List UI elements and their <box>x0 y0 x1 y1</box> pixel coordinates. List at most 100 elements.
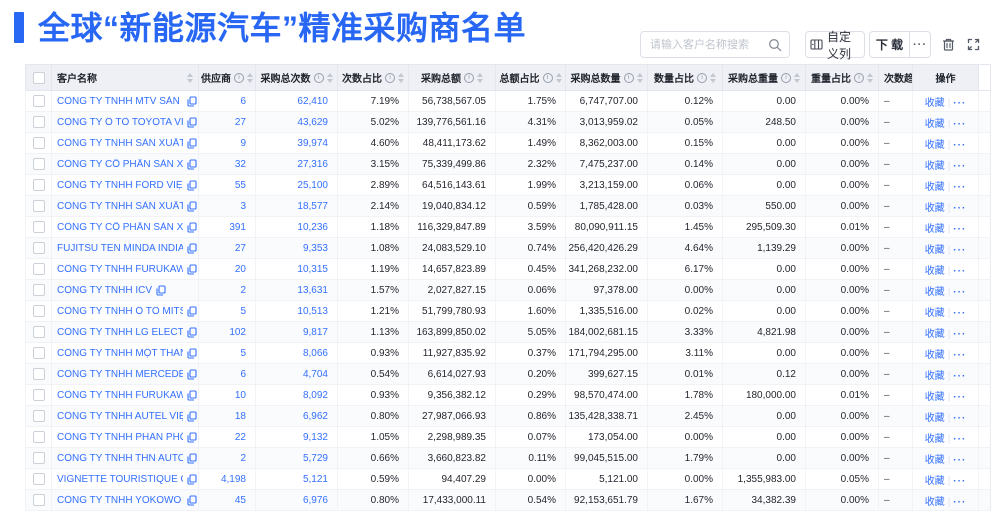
info-icon[interactable] <box>313 72 324 83</box>
customer-name-link[interactable]: CÔNG TY TNHH SẢN XUẤT VÀ ... <box>57 200 183 212</box>
info-icon[interactable] <box>385 72 395 83</box>
fullscreen-button[interactable] <box>963 34 983 54</box>
row-more-button[interactable]: ··· <box>953 202 967 214</box>
customer-name-link[interactable]: CÔNG TY TNHH Ô TÔ MITSUBI... <box>57 305 183 317</box>
copy-icon[interactable] <box>187 200 197 212</box>
copy-icon[interactable] <box>187 242 197 254</box>
copy-icon[interactable] <box>187 326 197 338</box>
customer-name-link[interactable]: FUJITSU TEN MINDA INDIA PVT... <box>57 242 183 254</box>
row-more-button[interactable]: ··· <box>953 349 967 361</box>
row-checkbox[interactable] <box>32 347 45 359</box>
info-icon[interactable] <box>781 72 791 83</box>
row-more-button[interactable]: ··· <box>953 475 967 487</box>
row-more-button[interactable]: ··· <box>953 265 967 277</box>
search-input[interactable] <box>648 37 764 52</box>
row-more-button[interactable]: ··· <box>953 412 967 424</box>
row-more-button[interactable]: ··· <box>953 244 967 256</box>
customer-search-box[interactable] <box>640 31 790 58</box>
sort-icon[interactable] <box>794 72 800 83</box>
search-icon[interactable] <box>768 38 782 52</box>
customer-name-link[interactable]: CÔNG TY CỔ PHẦN SẢN XUẤT... <box>57 221 183 233</box>
select-all-checkbox[interactable] <box>32 71 45 84</box>
row-checkbox[interactable] <box>32 410 45 422</box>
row-checkbox[interactable] <box>32 473 45 485</box>
customer-name-link[interactable]: CÔNG TY TNHH FURUKAWA A... <box>57 263 183 275</box>
row-more-button[interactable]: ··· <box>953 118 967 130</box>
favorite-link[interactable]: 收藏 <box>924 160 945 172</box>
sort-icon[interactable] <box>636 72 643 83</box>
favorite-link[interactable]: 收藏 <box>924 454 945 466</box>
row-checkbox[interactable] <box>32 137 45 149</box>
row-checkbox[interactable] <box>32 389 45 401</box>
row-more-button[interactable]: ··· <box>953 223 967 235</box>
copy-icon[interactable] <box>156 284 166 296</box>
copy-icon[interactable] <box>187 494 197 506</box>
copy-icon[interactable] <box>187 137 197 149</box>
customer-name-link[interactable]: CÔNG TY TNHH YOKOWO VIỆT... <box>57 494 183 506</box>
row-more-button[interactable]: ··· <box>953 433 967 445</box>
column-header-total_qty[interactable]: 采购总数量 <box>565 64 648 91</box>
trash-button[interactable] <box>938 34 958 54</box>
customer-name-link[interactable]: CÔNG TY TNHH MTV SẢN XUẤ... <box>57 95 183 107</box>
customer-name-link[interactable]: CÔNG TY TNHH FURUKAWA A... <box>57 389 183 401</box>
column-header-total_amount[interactable]: 采购总额 <box>408 64 496 91</box>
download-more-button[interactable]: ··· <box>913 38 927 51</box>
favorite-link[interactable]: 收藏 <box>924 244 945 256</box>
row-more-button[interactable]: ··· <box>953 391 967 403</box>
row-more-button[interactable]: ··· <box>953 370 967 382</box>
row-more-button[interactable]: ··· <box>953 328 967 340</box>
customer-name-link[interactable]: CÔNG TY TNHH SẢN XUẤT VÀ ... <box>57 137 183 149</box>
copy-icon[interactable] <box>187 368 197 380</box>
copy-icon[interactable] <box>187 473 197 485</box>
customer-name-link[interactable]: CÔNG TY TNHH MỘT THÀNH V... <box>57 347 183 359</box>
row-more-button[interactable]: ··· <box>953 286 967 298</box>
sort-icon[interactable] <box>555 72 562 83</box>
copy-icon[interactable] <box>187 221 197 233</box>
copy-icon[interactable] <box>187 389 197 401</box>
copy-icon[interactable] <box>187 116 197 128</box>
favorite-link[interactable]: 收藏 <box>924 433 945 445</box>
sort-icon[interactable] <box>477 72 483 83</box>
copy-icon[interactable] <box>187 452 197 464</box>
column-header-amount_pct[interactable]: 总额占比 <box>495 64 566 91</box>
customer-name-link[interactable]: CÔNG TY CỔ PHẦN SẢN XUẤT... <box>57 158 183 170</box>
row-checkbox[interactable] <box>32 452 45 464</box>
customer-name-link[interactable]: CÔNG TY TNHH FORD VIỆT NAM <box>57 179 183 191</box>
favorite-link[interactable]: 收藏 <box>924 475 945 487</box>
favorite-link[interactable]: 收藏 <box>924 496 945 508</box>
info-icon[interactable] <box>623 72 634 83</box>
row-checkbox[interactable] <box>32 221 45 233</box>
download-button[interactable]: 下 载 <box>870 32 910 57</box>
row-checkbox[interactable] <box>32 116 45 128</box>
row-checkbox[interactable] <box>32 368 45 380</box>
copy-icon[interactable] <box>187 263 197 275</box>
customer-name-link[interactable]: VIGNETTE TOURISTIQUE G UNI... <box>57 473 183 485</box>
copy-icon[interactable] <box>187 347 197 359</box>
favorite-link[interactable]: 收藏 <box>924 223 945 235</box>
sort-icon[interactable] <box>398 72 404 83</box>
favorite-link[interactable]: 收藏 <box>924 391 945 403</box>
row-checkbox[interactable] <box>32 158 45 170</box>
sort-icon[interactable] <box>247 72 253 83</box>
favorite-link[interactable]: 收藏 <box>924 181 945 193</box>
row-more-button[interactable]: ··· <box>953 496 967 508</box>
info-icon[interactable] <box>697 72 707 83</box>
copy-icon[interactable] <box>187 158 197 170</box>
sort-icon[interactable] <box>710 72 716 83</box>
copy-icon[interactable] <box>187 305 197 317</box>
favorite-link[interactable]: 收藏 <box>924 97 945 109</box>
sort-icon[interactable] <box>867 72 873 83</box>
row-checkbox[interactable] <box>32 494 45 506</box>
row-more-button[interactable]: ··· <box>953 181 967 193</box>
copy-icon[interactable] <box>187 431 197 443</box>
favorite-link[interactable]: 收藏 <box>924 349 945 361</box>
customer-name-link[interactable]: CÔNG TY TNHH ICV <box>57 284 153 296</box>
favorite-link[interactable]: 收藏 <box>924 202 945 214</box>
favorite-link[interactable]: 收藏 <box>924 328 945 340</box>
favorite-link[interactable]: 收藏 <box>924 265 945 277</box>
info-icon[interactable] <box>234 72 244 83</box>
row-checkbox[interactable] <box>32 179 45 191</box>
column-header-total_count[interactable]: 采购总次数 <box>255 64 338 91</box>
column-header-name[interactable]: 客户名称 <box>51 64 199 91</box>
copy-icon[interactable] <box>187 179 197 191</box>
